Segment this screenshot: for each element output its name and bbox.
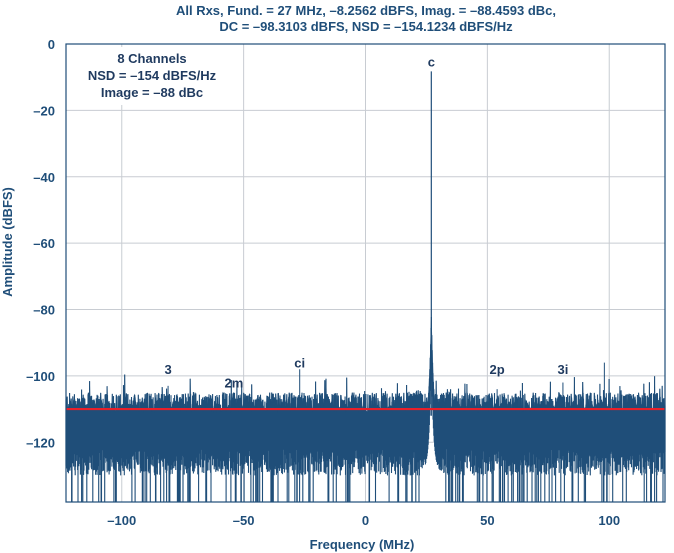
x-axis-title: Frequency (MHz): [310, 537, 415, 552]
annotation-label: 3: [164, 362, 171, 377]
chart-title-line-1: All Rxs, Fund. = 27 MHz, –8.2562 dBFS, I…: [176, 3, 556, 18]
info-box: 8 Channels NSD = –154 dBFS/Hz Image = –88 …: [70, 47, 236, 105]
x-tick-label: –100: [107, 513, 136, 528]
x-axis-ticks: –100 –50 0 50 100: [107, 513, 620, 528]
info-box-line: NSD = –154 dBFS/Hz: [88, 68, 217, 83]
chart-title-line-2: DC = –98.3103 dBFS, NSD = –154.1234 dBFS…: [219, 19, 513, 34]
annotation-label: 3i: [558, 362, 569, 377]
annotation-labels: c ci 3 2m 2p 3i: [164, 54, 568, 390]
annotation-label: 2m: [224, 375, 243, 390]
x-tick-label: 0: [362, 513, 369, 528]
y-axis-title: Amplitude (dBFS): [0, 187, 15, 297]
annotation-label: 2p: [490, 362, 505, 377]
info-box-background: [70, 47, 236, 105]
y-tick-label: –60: [33, 236, 55, 251]
y-tick-label: –120: [26, 435, 55, 450]
x-tick-label: 100: [598, 513, 620, 528]
y-tick-label: –20: [33, 103, 55, 118]
spectrum-envelope: [65, 316, 666, 414]
y-tick-label: 0: [48, 37, 55, 52]
x-tick-label: –50: [233, 513, 255, 528]
y-axis-ticks: 0 –20 –40 –60 –80 –100 –120: [26, 37, 55, 450]
x-tick-label: 50: [480, 513, 494, 528]
annotation-label: c: [428, 54, 435, 69]
y-tick-label: –80: [33, 303, 55, 318]
info-box-line: Image = –88 dBc: [101, 85, 203, 100]
info-box-line: 8 Channels: [117, 51, 186, 66]
plot-frame: [65, 43, 666, 503]
y-tick-label: –100: [26, 369, 55, 384]
annotation-label: ci: [294, 356, 305, 371]
y-tick-label: –40: [33, 170, 55, 185]
